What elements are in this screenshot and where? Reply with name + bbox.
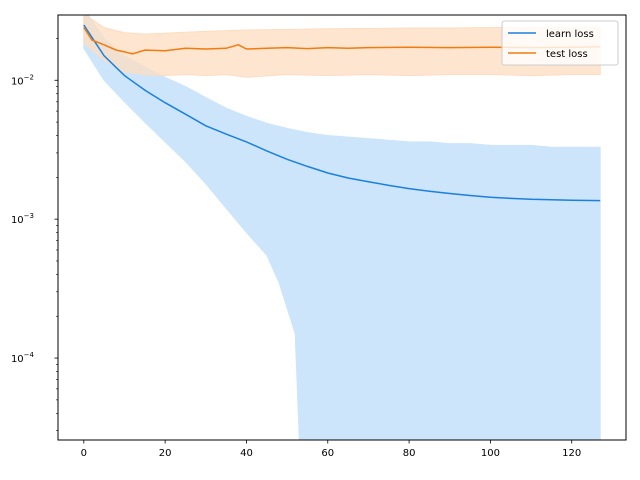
x-tick-label: 20 (159, 448, 172, 459)
y-tick-label: 10−4 (11, 351, 35, 365)
y-axis: 10−2 10−3 10−4 (11, 38, 58, 431)
learn-loss-line (83, 24, 601, 202)
legend-box (501, 20, 619, 66)
x-tick-label: 80 (403, 448, 416, 459)
y-tick-label: 10−3 (11, 212, 34, 226)
learn-loss-band (83, 15, 601, 440)
x-tick-label: 40 (240, 448, 253, 459)
x-axis: 0 20 40 60 80 100 120 (81, 440, 581, 459)
y-tick-label: 10−2 (11, 73, 34, 87)
legend-label-test-loss: test loss (546, 49, 588, 60)
test-loss-line (83, 27, 601, 55)
x-tick-label: 120 (562, 448, 581, 459)
plot-frame (57, 14, 627, 441)
x-tick-label: 0 (81, 448, 87, 459)
x-tick-label: 60 (321, 448, 334, 459)
series-lines (83, 24, 601, 202)
legend-label-learn-loss: learn loss (546, 29, 594, 40)
confidence-bands (83, 15, 601, 440)
x-tick-label: 100 (481, 448, 500, 459)
test-loss-band (83, 15, 601, 78)
legend: learn loss test loss (501, 20, 619, 66)
